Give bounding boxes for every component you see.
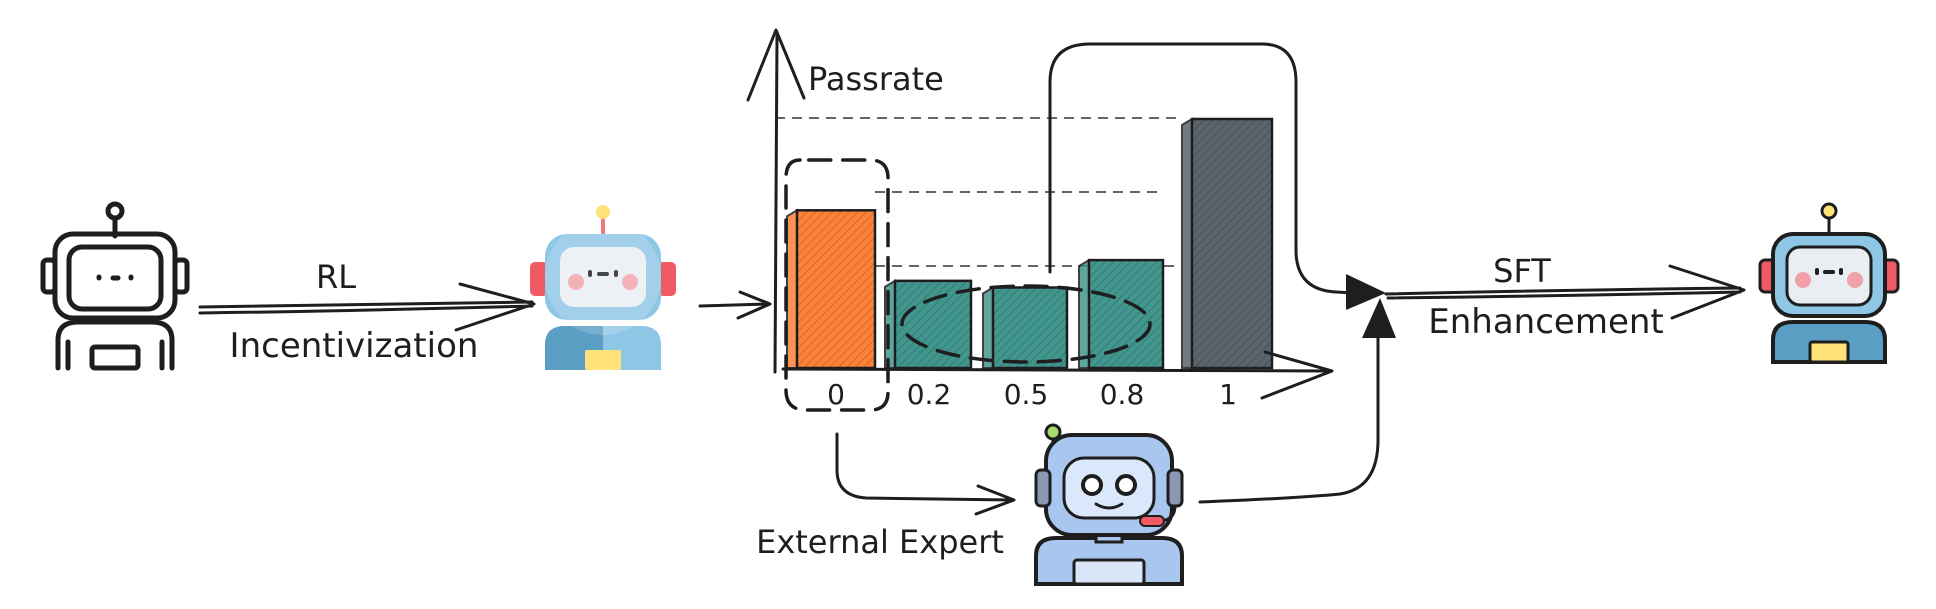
bar-1 bbox=[1181, 117, 1274, 370]
to-expert-arrow bbox=[835, 432, 1016, 516]
final-blue-robot-icon bbox=[1758, 202, 1900, 364]
sft-arrow bbox=[1384, 264, 1746, 320]
x-tick-label: 0.2 bbox=[907, 378, 952, 411]
grid-lines bbox=[775, 117, 1180, 267]
blue-robot-icon bbox=[530, 205, 676, 370]
enhancement-label: Enhancement bbox=[1428, 302, 1664, 342]
outline-robot-icon bbox=[40, 201, 190, 371]
external-expert-label: External Expert bbox=[756, 523, 1004, 561]
x-tick-label: 1 bbox=[1219, 378, 1237, 411]
headset-robot-icon bbox=[1034, 423, 1184, 586]
passrate-chart: Passrate 0 0.2 0.5 0.8 1 bbox=[746, 28, 1334, 412]
expert-to-merge-arrow bbox=[1198, 333, 1380, 504]
rl-arrow bbox=[198, 282, 536, 332]
incentivization-label: Incentivization bbox=[230, 326, 479, 366]
y-axis-label: Passrate bbox=[808, 60, 944, 98]
sft-label: SFT bbox=[1493, 252, 1551, 290]
to-chart-arrow bbox=[698, 290, 772, 320]
bar-0.5 bbox=[982, 285, 1069, 370]
bar-0.8 bbox=[1078, 258, 1165, 370]
bar-0 bbox=[786, 208, 877, 370]
x-tick-label: 0.8 bbox=[1100, 378, 1145, 411]
x-axis bbox=[781, 350, 1334, 400]
rl-label: RL bbox=[316, 258, 356, 296]
loop-arrow bbox=[1048, 42, 1356, 295]
x-tick-label: 0.5 bbox=[1004, 378, 1049, 411]
bar-0.2 bbox=[884, 279, 973, 370]
merge-arrowhead-top bbox=[1346, 274, 1386, 310]
highlight-zero-bar bbox=[784, 158, 890, 412]
merge-arrowhead-bottom bbox=[1362, 298, 1396, 338]
y-axis bbox=[746, 28, 806, 374]
x-tick-label: 0 bbox=[827, 378, 845, 411]
highlight-mid-bars bbox=[900, 284, 1152, 364]
